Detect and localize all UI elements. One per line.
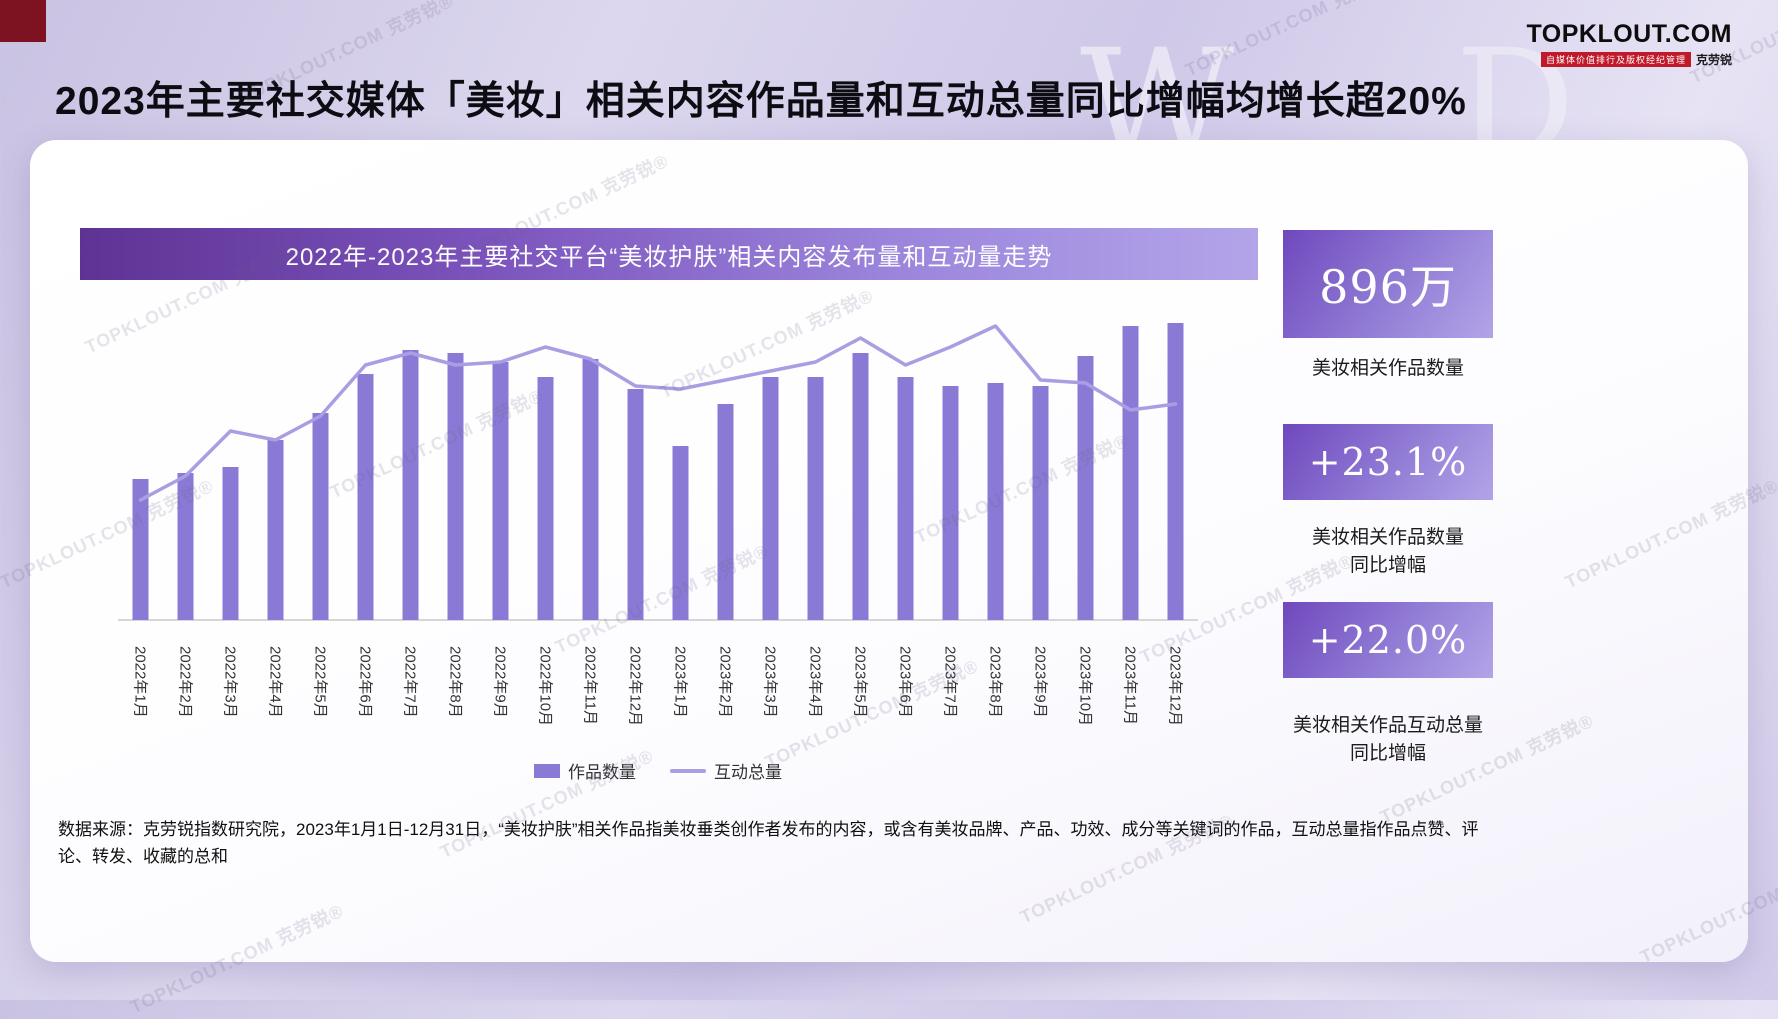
stat-value-works-growth: +23.1% <box>1283 424 1493 500</box>
x-axis-label: 2023年2月 <box>716 646 733 718</box>
topklout-logo: TOPKLOUT.COM 自媒体价值排行及版权经纪管理 克劳锐 <box>1526 20 1732 68</box>
corner-accent-square <box>0 0 46 42</box>
x-axis-label: 2023年1月 <box>671 646 688 718</box>
x-axis-label: 2023年12月 <box>1166 646 1183 727</box>
x-axis-label: 2022年6月 <box>356 646 373 718</box>
x-axis-labels: 2022年1月 2022年2月 2022年3月 2022年4月 2022年5月 2022年… <box>118 640 1198 744</box>
logo-tagline: 自媒体价值排行及版权经纪管理 <box>1540 52 1691 67</box>
x-axis-label: 2023年11月 <box>1121 646 1138 725</box>
chart-legend: 作品数量 互动总量 <box>118 758 1198 783</box>
stat-label-line: 美妆相关作品数量 <box>1311 527 1464 548</box>
x-axis-label: 2023年6月 <box>896 646 913 718</box>
stat-label-works-count: 美妆相关作品数量 <box>1311 358 1464 379</box>
combo-chart <box>118 323 1198 621</box>
x-axis-label: 2022年10月 <box>536 646 553 727</box>
legend-label: 互动总量 <box>714 763 782 782</box>
x-axis-label: 2022年9月 <box>491 646 508 718</box>
legend-item-bars: 作品数量 <box>534 758 636 783</box>
legend-item-line: 互动总量 <box>670 758 782 783</box>
stat-value-interactions-growth: +22.0% <box>1283 602 1493 678</box>
x-axis-label: 2023年9月 <box>1031 646 1048 718</box>
x-axis-label: 2023年8月 <box>986 646 1003 718</box>
legend-label: 作品数量 <box>568 763 636 782</box>
stat-label-line: 同比增幅 <box>1349 742 1426 764</box>
x-axis-label: 2022年4月 <box>266 646 283 718</box>
bar-swatch-icon <box>534 763 560 778</box>
chart-area: 2022年1月 2022年2月 2022年3月 2022年4月 2022年5月 2022年… <box>118 308 1198 783</box>
logo-brand-cn: 克劳锐 <box>1695 53 1732 67</box>
x-axis-label: 2022年11月 <box>581 646 598 725</box>
stat-label-interactions-growth: 美妆相关作品互动总量 同比增幅 <box>1235 712 1541 767</box>
x-axis-label: 2022年8月 <box>446 646 463 718</box>
x-axis-label: 2022年5月 <box>311 646 328 718</box>
data-source-note: 数据来源：克劳锐指数研究院，2023年1月1日-12月31日，“美妆护肤”相关作… <box>58 820 1479 867</box>
page-title: 2023年主要社交媒体「美妆」相关内容作品量和互动总量同比增幅均增长超20% <box>55 80 1467 123</box>
content-card: 2022年-2023年主要社交平台“美妆护肤”相关内容发布量和互动量走势 202… <box>30 140 1748 962</box>
stat-label-works-growth: 美妆相关作品数量 同比增幅 <box>1235 524 1541 579</box>
chart-title-banner: 2022年-2023年主要社交平台“美妆护肤”相关内容发布量和互动量走势 <box>80 228 1258 280</box>
line-swatch-icon <box>670 768 706 773</box>
x-axis-label: 2022年12月 <box>626 646 643 727</box>
x-axis-label: 2023年4月 <box>806 646 823 718</box>
stat-label-line: 美妆相关作品互动总量 <box>1292 715 1483 736</box>
stat-label-line: 同比增幅 <box>1349 554 1426 576</box>
x-axis-label: 2022年1月 <box>131 646 148 718</box>
x-axis-label: 2023年3月 <box>761 646 778 718</box>
x-axis-label: 2023年10月 <box>1076 646 1093 727</box>
x-axis-label: 2023年7月 <box>941 646 958 718</box>
x-axis-label: 2022年3月 <box>221 646 238 718</box>
stat-value-works-count: 896万 <box>1283 230 1493 338</box>
x-axis-label: 2022年2月 <box>176 646 193 718</box>
logo-wordmark: TOPKLOUT.COM <box>1526 20 1732 48</box>
x-axis-label: 2022年7月 <box>401 646 418 718</box>
x-axis-label: 2023年5月 <box>851 646 868 718</box>
